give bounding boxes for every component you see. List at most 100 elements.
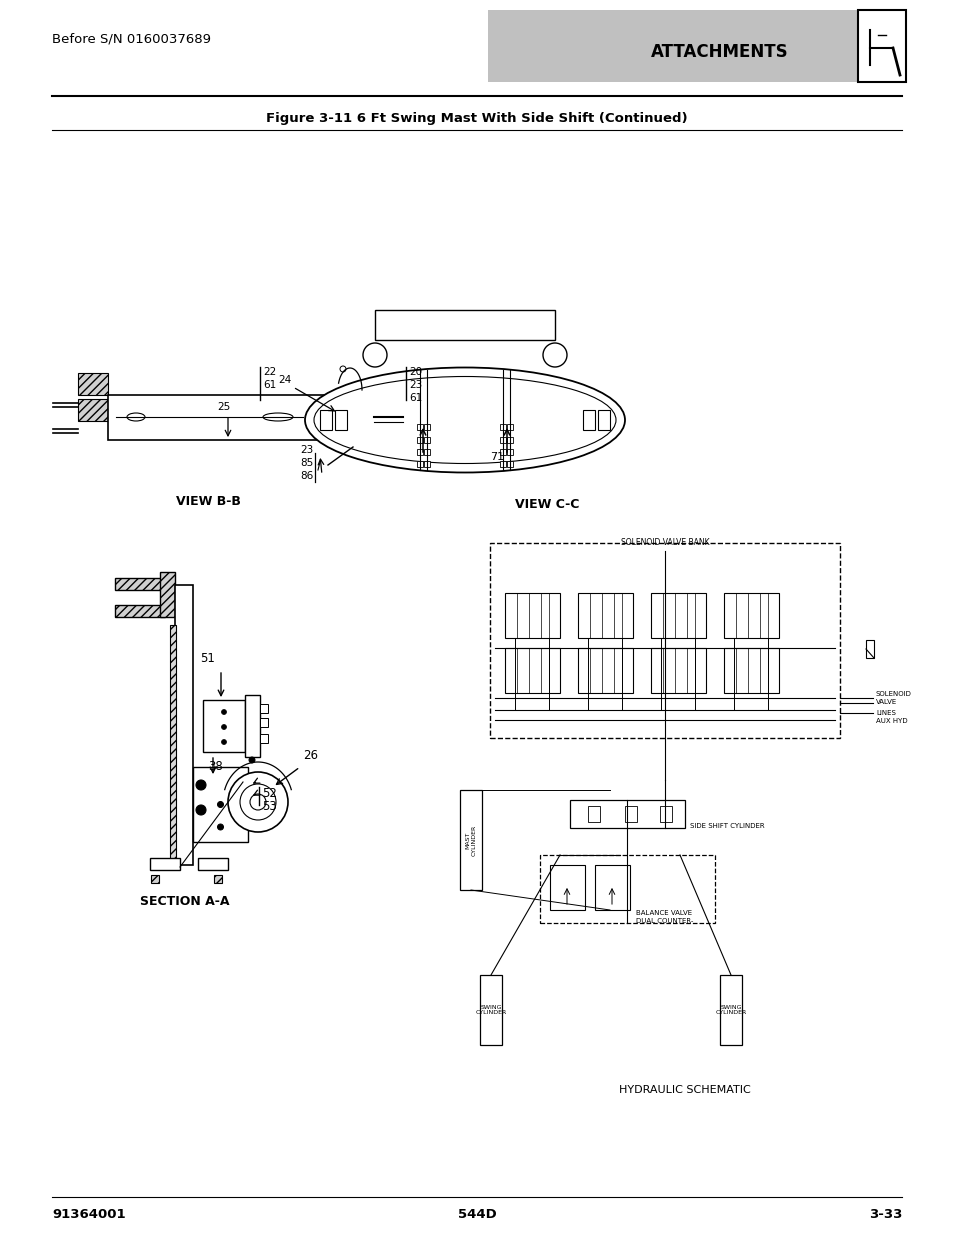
Bar xyxy=(402,408,415,430)
Bar xyxy=(595,864,629,910)
Text: 85: 85 xyxy=(299,458,313,468)
Bar xyxy=(423,424,430,430)
Bar xyxy=(578,593,633,638)
Text: DUAL COUNTER-: DUAL COUNTER- xyxy=(636,918,693,924)
Circle shape xyxy=(221,725,226,730)
Bar xyxy=(260,718,268,727)
Bar xyxy=(245,695,260,757)
Bar xyxy=(723,648,779,693)
Bar xyxy=(213,876,222,883)
Text: Before S/N 0160037689: Before S/N 0160037689 xyxy=(52,32,211,44)
Circle shape xyxy=(221,709,226,715)
Circle shape xyxy=(339,366,346,372)
Text: 61: 61 xyxy=(409,393,422,403)
Text: 22: 22 xyxy=(263,367,276,377)
Text: SOLENOID VALVE BANK: SOLENOID VALVE BANK xyxy=(620,538,709,547)
Text: 61: 61 xyxy=(263,380,276,390)
Bar xyxy=(170,625,175,864)
Text: 52: 52 xyxy=(262,787,276,800)
Bar xyxy=(375,310,555,340)
Circle shape xyxy=(195,781,206,790)
Text: VIEW C-C: VIEW C-C xyxy=(515,498,578,511)
Text: 71: 71 xyxy=(490,452,503,462)
Bar xyxy=(499,424,505,430)
Text: HYDRAULIC SCHEMATIC: HYDRAULIC SCHEMATIC xyxy=(618,1086,750,1095)
Bar xyxy=(857,10,905,82)
Text: 26: 26 xyxy=(303,748,317,762)
Bar xyxy=(550,864,584,910)
Bar xyxy=(865,640,873,658)
Text: AUX HYD: AUX HYD xyxy=(875,718,906,724)
Bar xyxy=(78,373,108,395)
Circle shape xyxy=(217,802,223,808)
Bar xyxy=(160,572,174,618)
Bar xyxy=(488,10,905,82)
Text: ATTACHMENTS: ATTACHMENTS xyxy=(651,43,788,61)
Bar xyxy=(499,437,505,443)
Bar xyxy=(587,806,599,823)
Ellipse shape xyxy=(305,368,624,473)
Bar xyxy=(650,593,705,638)
Bar xyxy=(150,858,180,869)
Circle shape xyxy=(250,794,266,810)
Ellipse shape xyxy=(263,412,293,421)
Bar xyxy=(499,461,505,467)
Bar xyxy=(416,424,422,430)
Bar xyxy=(504,593,559,638)
Circle shape xyxy=(363,343,387,367)
Bar xyxy=(366,435,374,445)
Text: MAST
CYLINDER: MAST CYLINDER xyxy=(465,825,476,856)
Bar xyxy=(659,806,671,823)
Bar xyxy=(582,410,595,430)
Circle shape xyxy=(195,805,206,815)
Bar xyxy=(319,410,332,430)
Text: 38: 38 xyxy=(208,760,222,773)
Bar xyxy=(416,461,422,467)
Text: SWING
CYLINDER: SWING CYLINDER xyxy=(475,1004,506,1015)
Bar xyxy=(416,437,422,443)
Text: SWING
CYLINDER: SWING CYLINDER xyxy=(715,1004,746,1015)
Bar xyxy=(423,450,430,454)
Bar xyxy=(423,461,430,467)
Text: 86: 86 xyxy=(299,471,313,480)
Bar xyxy=(598,410,609,430)
Bar xyxy=(108,395,337,440)
Text: Figure 3-11 6 Ft Swing Mast With Side Shift (Continued): Figure 3-11 6 Ft Swing Mast With Side Sh… xyxy=(266,112,687,125)
Circle shape xyxy=(221,740,226,745)
Bar xyxy=(499,450,505,454)
Bar xyxy=(335,410,347,430)
Bar xyxy=(416,450,422,454)
Bar xyxy=(115,605,165,618)
Bar xyxy=(193,767,248,842)
Bar xyxy=(151,876,159,883)
Text: 23: 23 xyxy=(299,445,313,454)
Bar xyxy=(490,543,840,739)
Bar xyxy=(720,974,741,1045)
Text: SECTION A-A: SECTION A-A xyxy=(140,895,230,908)
Circle shape xyxy=(240,784,275,820)
Bar xyxy=(504,648,559,693)
Bar xyxy=(479,974,501,1045)
Bar xyxy=(174,585,193,864)
Text: 3-33: 3-33 xyxy=(868,1208,901,1221)
Bar xyxy=(198,858,228,869)
Text: 20: 20 xyxy=(409,367,421,377)
Bar xyxy=(459,790,481,890)
Circle shape xyxy=(542,343,566,367)
Text: 24: 24 xyxy=(277,375,291,385)
Bar xyxy=(539,855,714,923)
Bar xyxy=(423,437,430,443)
Circle shape xyxy=(217,824,223,830)
Text: 544D: 544D xyxy=(457,1208,496,1221)
Bar xyxy=(337,395,366,445)
Ellipse shape xyxy=(314,377,616,463)
Bar xyxy=(650,648,705,693)
Bar xyxy=(624,806,637,823)
Circle shape xyxy=(228,772,288,832)
Bar xyxy=(506,424,513,430)
Text: 53: 53 xyxy=(262,800,276,813)
Ellipse shape xyxy=(127,412,145,421)
Bar xyxy=(115,578,165,590)
Bar xyxy=(78,399,108,421)
Bar xyxy=(366,424,374,433)
